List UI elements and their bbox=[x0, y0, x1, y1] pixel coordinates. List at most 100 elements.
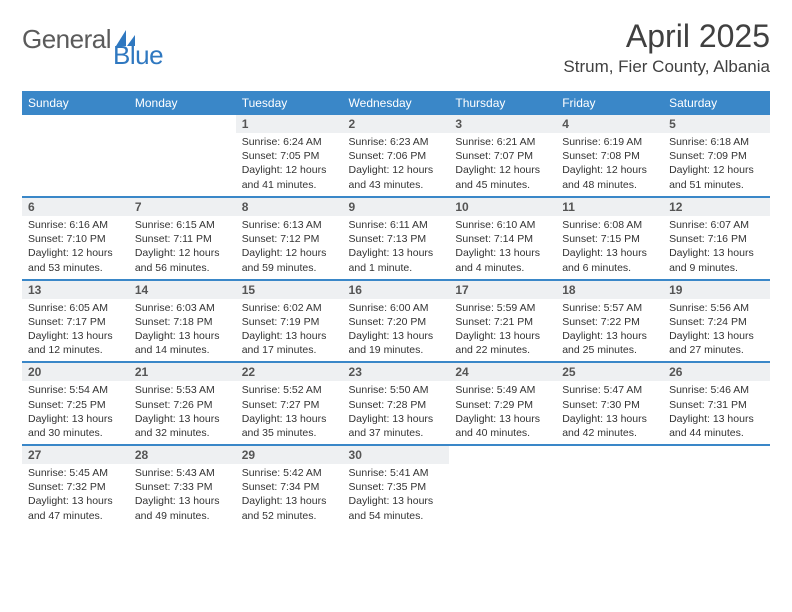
daylight-line1: Daylight: 13 hours bbox=[455, 246, 550, 260]
calendar-empty-cell bbox=[663, 445, 770, 527]
daylight-line1: Daylight: 12 hours bbox=[135, 246, 230, 260]
weekday-header: Monday bbox=[129, 91, 236, 115]
calendar-week-row: 1Sunrise: 6:24 AMSunset: 7:05 PMDaylight… bbox=[22, 115, 770, 197]
daylight-line2: and 14 minutes. bbox=[135, 343, 230, 357]
sunrise-text: Sunrise: 6:13 AM bbox=[242, 218, 337, 232]
day-number: 23 bbox=[343, 363, 450, 381]
calendar-day-cell: 7Sunrise: 6:15 AMSunset: 7:11 PMDaylight… bbox=[129, 197, 236, 280]
sunset-text: Sunset: 7:06 PM bbox=[349, 149, 444, 163]
sunrise-text: Sunrise: 6:10 AM bbox=[455, 218, 550, 232]
daylight-line2: and 9 minutes. bbox=[669, 261, 764, 275]
calendar-day-cell: 23Sunrise: 5:50 AMSunset: 7:28 PMDayligh… bbox=[343, 362, 450, 445]
sunrise-text: Sunrise: 6:03 AM bbox=[135, 301, 230, 315]
day-number: 25 bbox=[556, 363, 663, 381]
day-details: Sunrise: 5:53 AMSunset: 7:26 PMDaylight:… bbox=[129, 381, 236, 444]
day-details: Sunrise: 5:56 AMSunset: 7:24 PMDaylight:… bbox=[663, 299, 770, 362]
daylight-line2: and 37 minutes. bbox=[349, 426, 444, 440]
sunrise-text: Sunrise: 6:23 AM bbox=[349, 135, 444, 149]
logo: General Blue bbox=[22, 24, 187, 55]
sunrise-text: Sunrise: 6:24 AM bbox=[242, 135, 337, 149]
day-details: Sunrise: 5:41 AMSunset: 7:35 PMDaylight:… bbox=[343, 464, 450, 527]
daylight-line1: Daylight: 13 hours bbox=[669, 329, 764, 343]
sunrise-text: Sunrise: 6:19 AM bbox=[562, 135, 657, 149]
day-number: 27 bbox=[22, 446, 129, 464]
sunrise-text: Sunrise: 5:56 AM bbox=[669, 301, 764, 315]
sunrise-text: Sunrise: 6:00 AM bbox=[349, 301, 444, 315]
day-details: Sunrise: 6:23 AMSunset: 7:06 PMDaylight:… bbox=[343, 133, 450, 196]
sunrise-text: Sunrise: 6:11 AM bbox=[349, 218, 444, 232]
calendar-day-cell: 30Sunrise: 5:41 AMSunset: 7:35 PMDayligh… bbox=[343, 445, 450, 527]
daylight-line2: and 49 minutes. bbox=[135, 509, 230, 523]
calendar-empty-cell bbox=[22, 115, 129, 197]
calendar-empty-cell bbox=[449, 445, 556, 527]
day-number: 28 bbox=[129, 446, 236, 464]
daylight-line1: Daylight: 13 hours bbox=[349, 494, 444, 508]
sunset-text: Sunset: 7:14 PM bbox=[455, 232, 550, 246]
calendar-day-cell: 14Sunrise: 6:03 AMSunset: 7:18 PMDayligh… bbox=[129, 280, 236, 363]
sunset-text: Sunset: 7:08 PM bbox=[562, 149, 657, 163]
day-number: 13 bbox=[22, 281, 129, 299]
calendar-week-row: 20Sunrise: 5:54 AMSunset: 7:25 PMDayligh… bbox=[22, 362, 770, 445]
day-number: 18 bbox=[556, 281, 663, 299]
weekday-header: Saturday bbox=[663, 91, 770, 115]
daylight-line2: and 43 minutes. bbox=[349, 178, 444, 192]
sunrise-text: Sunrise: 5:54 AM bbox=[28, 383, 123, 397]
day-details: Sunrise: 5:46 AMSunset: 7:31 PMDaylight:… bbox=[663, 381, 770, 444]
daylight-line1: Daylight: 13 hours bbox=[455, 329, 550, 343]
day-number: 1 bbox=[236, 115, 343, 133]
sunset-text: Sunset: 7:05 PM bbox=[242, 149, 337, 163]
sunset-text: Sunset: 7:24 PM bbox=[669, 315, 764, 329]
day-details: Sunrise: 6:24 AMSunset: 7:05 PMDaylight:… bbox=[236, 133, 343, 196]
calendar-day-cell: 28Sunrise: 5:43 AMSunset: 7:33 PMDayligh… bbox=[129, 445, 236, 527]
day-number: 2 bbox=[343, 115, 450, 133]
daylight-line2: and 32 minutes. bbox=[135, 426, 230, 440]
sunrise-text: Sunrise: 6:21 AM bbox=[455, 135, 550, 149]
daylight-line2: and 25 minutes. bbox=[562, 343, 657, 357]
daylight-line2: and 52 minutes. bbox=[242, 509, 337, 523]
day-number: 6 bbox=[22, 198, 129, 216]
day-number: 29 bbox=[236, 446, 343, 464]
sunrise-text: Sunrise: 6:05 AM bbox=[28, 301, 123, 315]
day-number: 5 bbox=[663, 115, 770, 133]
calendar-day-cell: 8Sunrise: 6:13 AMSunset: 7:12 PMDaylight… bbox=[236, 197, 343, 280]
sunrise-text: Sunrise: 6:15 AM bbox=[135, 218, 230, 232]
daylight-line1: Daylight: 12 hours bbox=[242, 246, 337, 260]
daylight-line2: and 30 minutes. bbox=[28, 426, 123, 440]
calendar-day-cell: 12Sunrise: 6:07 AMSunset: 7:16 PMDayligh… bbox=[663, 197, 770, 280]
daylight-line2: and 1 minute. bbox=[349, 261, 444, 275]
sunset-text: Sunset: 7:19 PM bbox=[242, 315, 337, 329]
calendar-week-row: 6Sunrise: 6:16 AMSunset: 7:10 PMDaylight… bbox=[22, 197, 770, 280]
sunset-text: Sunset: 7:09 PM bbox=[669, 149, 764, 163]
sunset-text: Sunset: 7:11 PM bbox=[135, 232, 230, 246]
sunset-text: Sunset: 7:22 PM bbox=[562, 315, 657, 329]
logo-text-general: General bbox=[22, 24, 111, 55]
daylight-line2: and 4 minutes. bbox=[455, 261, 550, 275]
weekday-header-row: SundayMondayTuesdayWednesdayThursdayFrid… bbox=[22, 91, 770, 115]
daylight-line2: and 17 minutes. bbox=[242, 343, 337, 357]
daylight-line1: Daylight: 13 hours bbox=[135, 494, 230, 508]
calendar-day-cell: 29Sunrise: 5:42 AMSunset: 7:34 PMDayligh… bbox=[236, 445, 343, 527]
calendar-day-cell: 22Sunrise: 5:52 AMSunset: 7:27 PMDayligh… bbox=[236, 362, 343, 445]
day-number: 21 bbox=[129, 363, 236, 381]
calendar-day-cell: 4Sunrise: 6:19 AMSunset: 7:08 PMDaylight… bbox=[556, 115, 663, 197]
day-details: Sunrise: 6:10 AMSunset: 7:14 PMDaylight:… bbox=[449, 216, 556, 279]
day-details: Sunrise: 5:43 AMSunset: 7:33 PMDaylight:… bbox=[129, 464, 236, 527]
calendar-day-cell: 11Sunrise: 6:08 AMSunset: 7:15 PMDayligh… bbox=[556, 197, 663, 280]
day-details: Sunrise: 5:54 AMSunset: 7:25 PMDaylight:… bbox=[22, 381, 129, 444]
sunset-text: Sunset: 7:35 PM bbox=[349, 480, 444, 494]
daylight-line2: and 51 minutes. bbox=[669, 178, 764, 192]
day-details: Sunrise: 6:03 AMSunset: 7:18 PMDaylight:… bbox=[129, 299, 236, 362]
location-subtitle: Strum, Fier County, Albania bbox=[563, 57, 770, 77]
calendar-day-cell: 18Sunrise: 5:57 AMSunset: 7:22 PMDayligh… bbox=[556, 280, 663, 363]
daylight-line2: and 22 minutes. bbox=[455, 343, 550, 357]
daylight-line1: Daylight: 13 hours bbox=[135, 412, 230, 426]
sunset-text: Sunset: 7:16 PM bbox=[669, 232, 764, 246]
calendar-day-cell: 16Sunrise: 6:00 AMSunset: 7:20 PMDayligh… bbox=[343, 280, 450, 363]
sunset-text: Sunset: 7:26 PM bbox=[135, 398, 230, 412]
daylight-line1: Daylight: 13 hours bbox=[669, 412, 764, 426]
sunrise-text: Sunrise: 6:16 AM bbox=[28, 218, 123, 232]
daylight-line2: and 27 minutes. bbox=[669, 343, 764, 357]
day-number: 30 bbox=[343, 446, 450, 464]
sunrise-text: Sunrise: 6:07 AM bbox=[669, 218, 764, 232]
calendar-empty-cell bbox=[129, 115, 236, 197]
